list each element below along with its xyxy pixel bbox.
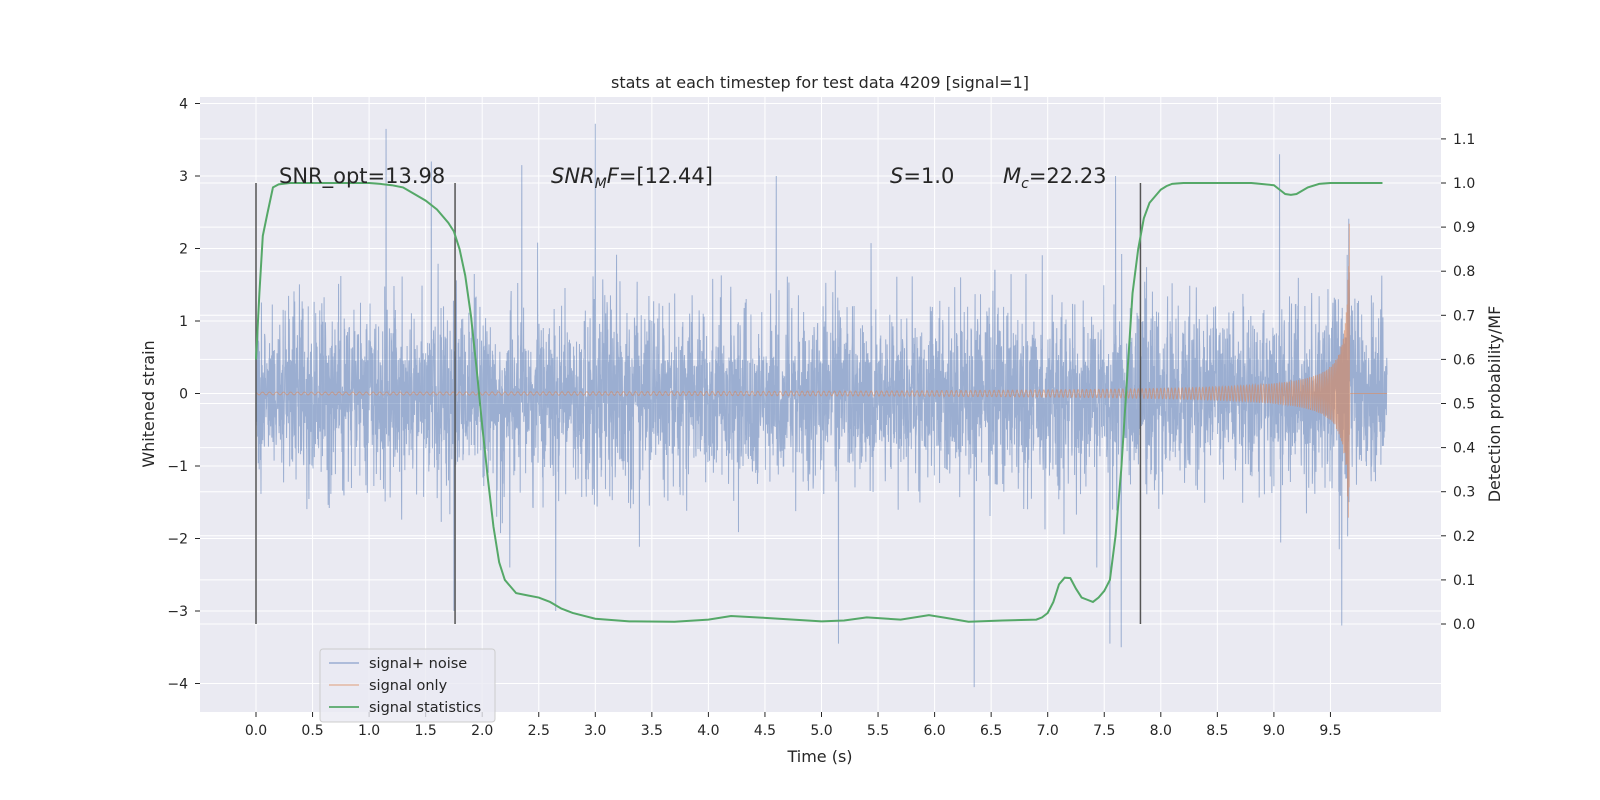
x-tick-label: 7.5 <box>1093 723 1115 739</box>
x-tick-label: 9.5 <box>1319 723 1341 739</box>
x-tick-label: 3.5 <box>641 723 663 739</box>
annotation-snr-mf-sub: M <box>595 176 607 192</box>
annotation-snr-opt: SNR_opt=13.98 <box>279 164 445 189</box>
annotation-s: S=1.0 <box>890 164 954 188</box>
y-tick-label: −1 <box>167 459 188 475</box>
x-tick-label: 4.0 <box>697 723 719 739</box>
signal-statistics-line <box>255 182 1383 623</box>
y2-tick-label: 0.0 <box>1453 617 1475 633</box>
signal-only-series <box>255 223 1387 518</box>
y-axis-ticks: −4 −3 −2 −1 0 1 2 3 4 <box>167 97 200 693</box>
annotation-snr-mf-rest-f: F <box>607 164 620 188</box>
x-tick-label: 8.5 <box>1206 723 1228 739</box>
x-tick-label: 8.0 <box>1150 723 1172 739</box>
y2-tick-label: 0.3 <box>1453 485 1475 501</box>
annotation-mc-base: M <box>1003 164 1021 188</box>
y2-tick-label: 1.1 <box>1453 132 1475 148</box>
annotation-s-var: S <box>890 164 903 188</box>
y-tick-label: −2 <box>167 532 188 548</box>
legend: signal+ noise signal only signal statist… <box>319 648 496 723</box>
x-tick-label: 2.5 <box>528 723 550 739</box>
annotation-s-value: =1.0 <box>903 164 954 188</box>
x-axis-ticks: 0.0 0.5 1.0 1.5 2.0 2.5 3.0 3.5 4.0 4.5 5.0 5.5 6.0 6… <box>245 712 1342 739</box>
x-tick-label: 3.0 <box>584 723 606 739</box>
y-tick-label: 4 <box>179 97 188 113</box>
legend-label-stats: signal statistics <box>369 700 481 716</box>
x-tick-label: 7.0 <box>1037 723 1059 739</box>
y-tick-label: −3 <box>167 604 188 620</box>
y2-tick-label: 0.4 <box>1453 441 1475 457</box>
legend-label-signal: signal only <box>369 678 448 694</box>
annotation-snr-mf-value: =[12.44] <box>619 164 713 188</box>
y2-tick-label: 0.1 <box>1453 573 1475 589</box>
signal-noise-line <box>255 123 1388 688</box>
signal-noise-series <box>255 123 1388 688</box>
signal-only-line <box>255 223 1387 518</box>
chart-title: stats at each timestep for test data 420… <box>611 73 1029 92</box>
y2-tick-label: 0.7 <box>1453 308 1475 324</box>
x-tick-label: 2.0 <box>471 723 493 739</box>
legend-label-noise: signal+ noise <box>369 656 467 672</box>
y-tick-label: 3 <box>179 169 188 185</box>
x-tick-label: 9.0 <box>1263 723 1285 739</box>
x-tick-label: 5.0 <box>810 723 832 739</box>
y-tick-label: 1 <box>179 314 188 330</box>
y-axis-label: Whitened strain <box>139 340 158 467</box>
signal-statistics-series <box>255 182 1383 623</box>
x-tick-label: 4.5 <box>754 723 776 739</box>
y-tick-label: 0 <box>179 387 188 403</box>
x-tick-label: 5.5 <box>867 723 889 739</box>
x-tick-label: 6.0 <box>923 723 945 739</box>
y2-tick-label: 0.9 <box>1453 220 1475 236</box>
y-tick-label: −4 <box>167 677 188 693</box>
y-tick-label: 2 <box>179 242 188 258</box>
annotation-mc-value: =22.23 <box>1029 164 1107 188</box>
legend-box <box>319 648 496 723</box>
y2-tick-label: 0.8 <box>1453 264 1475 280</box>
annotation-mc: Mc=22.23 <box>1003 164 1107 192</box>
annotation-mc-sub: c <box>1021 176 1029 192</box>
y2-axis-label: Detection probability/MF <box>1485 306 1504 503</box>
annotation-snr-mf: SNRMF=[12.44] <box>551 164 713 192</box>
x-tick-label: 0.0 <box>245 723 267 739</box>
x-axis-label: Time (s) <box>786 747 852 766</box>
y2-tick-label: 0.5 <box>1453 397 1475 413</box>
annotation-snr-mf-base: SNR <box>551 164 595 188</box>
x-tick-label: 1.5 <box>415 723 437 739</box>
y2-tick-label: 0.2 <box>1453 529 1475 545</box>
y2-tick-label: 1.0 <box>1453 176 1475 192</box>
y2-axis-ticks: 0.0 0.1 0.2 0.3 0.4 0.5 0.6 0.7 0.8 0.9 1.0 1.1 <box>1441 132 1475 633</box>
segment-markers <box>255 183 1142 624</box>
x-tick-label: 1.0 <box>358 723 380 739</box>
x-tick-label: 6.5 <box>980 723 1002 739</box>
x-tick-label: 0.5 <box>301 723 323 739</box>
y2-tick-label: 0.6 <box>1453 352 1475 368</box>
